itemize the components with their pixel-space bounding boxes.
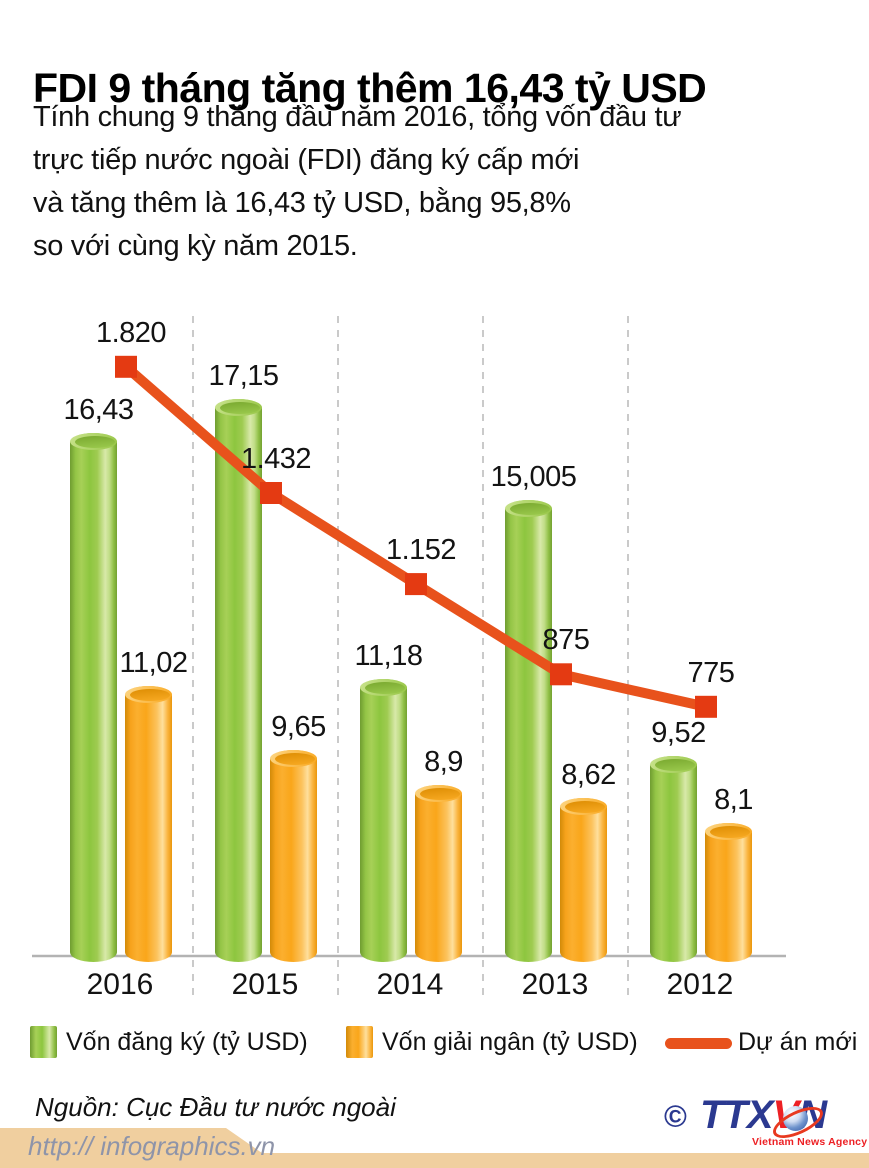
bar-disbursed-capital-2015	[270, 750, 317, 962]
line-marker-2015	[260, 482, 282, 504]
line-marker-2012	[695, 695, 717, 718]
year-label-2014: 2014	[376, 968, 444, 1001]
bar-value-label-registered-capital-2012: 9,52	[651, 717, 706, 750]
copyright-icon: ©	[664, 1099, 687, 1134]
bar-top-cap-inner	[565, 801, 605, 814]
website-url: http:// infographics.vn	[28, 1131, 276, 1161]
bar-registered-capital-2014	[360, 678, 407, 962]
bar-top-cap-inner	[510, 502, 550, 515]
legend-red-line-swatch	[665, 1038, 732, 1049]
bar-value-label-disbursed-capital-2015: 9,65	[271, 711, 326, 744]
line-value-label-2016: 1.820	[95, 316, 167, 349]
ttxvn-logo-ttx: TTX	[700, 1093, 774, 1137]
bar-disbursed-capital-2014	[415, 785, 462, 962]
bar-top-cap-inner	[275, 753, 315, 766]
line-value-label-2015: 1.432	[240, 443, 312, 475]
bar-disbursed-capital-2016	[125, 686, 172, 962]
legend-orange-bar-swatch	[346, 1026, 373, 1058]
bar-registered-capital-2016	[70, 432, 117, 962]
legend-label-new-projects: Dự án mới	[738, 1028, 858, 1056]
bar-value-label-registered-capital-2015: 17,15	[208, 360, 279, 393]
legend-label-disbursed-capital: Vốn giải ngân (tỷ USD)	[382, 1028, 638, 1056]
agency-name: Vietnam News Agency	[752, 1136, 868, 1148]
bar-registered-capital-2012	[650, 756, 697, 962]
legend-label-registered-capital: Vốn đăng ký (tỷ USD)	[66, 1028, 308, 1056]
line-value-label-2012: 775	[687, 656, 735, 689]
bar-registered-capital-2015	[215, 399, 262, 962]
source-credit: Nguồn: Cục Đầu tư nước ngoài	[35, 1092, 396, 1122]
bar-value-label-registered-capital-2016: 16,43	[63, 393, 134, 426]
page-title: FDI 9 tháng tăng thêm 16,43 tỷ USD	[33, 65, 707, 112]
year-label-2013: 2013	[521, 968, 589, 1001]
line-value-label-2013: 875	[542, 624, 590, 657]
bar-registered-capital-2013	[505, 499, 552, 962]
bar-top-cap-inner	[220, 402, 260, 415]
bar-value-label-disbursed-capital-2013: 8,62	[561, 759, 616, 792]
year-label-2012: 2012	[666, 968, 734, 1001]
bar-top-cap-inner	[710, 825, 750, 838]
bar-top-cap-inner	[655, 759, 695, 772]
bar-value-label-registered-capital-2013: 15,005	[490, 460, 577, 493]
bar-top-cap-inner	[420, 788, 460, 801]
year-label-2016: 2016	[86, 968, 154, 1001]
bar-disbursed-capital-2013	[560, 798, 607, 962]
globe-icon	[783, 1106, 808, 1131]
line-value-label-2014: 1.152	[385, 534, 457, 567]
bar-value-label-disbursed-capital-2016: 11,02	[119, 647, 188, 679]
bar-value-label-disbursed-capital-2012: 8,1	[714, 783, 753, 816]
bar-value-label-registered-capital-2014: 11,18	[354, 639, 423, 672]
line-marker-2014	[405, 573, 427, 596]
line-marker-2013	[550, 663, 572, 686]
bar-value-label-disbursed-capital-2014: 8,9	[424, 746, 463, 779]
bar-top-cap-inner	[365, 681, 405, 694]
line-marker-2016	[115, 355, 137, 378]
legend-green-bar-swatch	[30, 1026, 57, 1058]
year-label-2015: 2015	[231, 968, 299, 1001]
bar-disbursed-capital-2012	[705, 822, 752, 962]
bar-top-cap-inner	[130, 689, 170, 701]
bar-top-cap-inner	[75, 435, 115, 448]
intro-paragraph: Tính chung 9 tháng đầu năm 2016, tổng vố…	[33, 101, 682, 262]
